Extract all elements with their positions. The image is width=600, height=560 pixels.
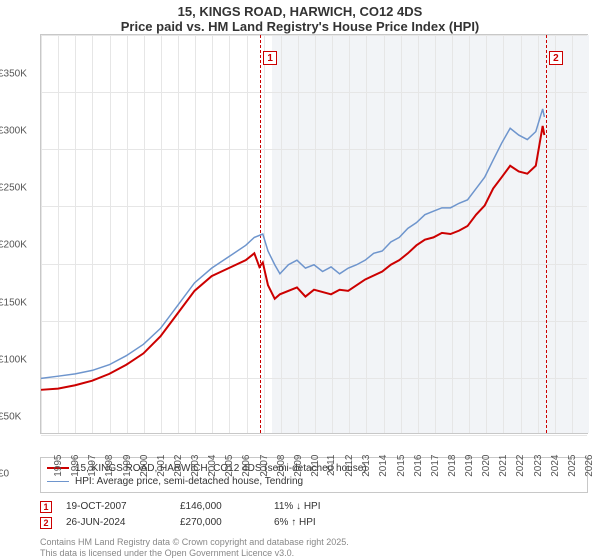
x-tick-label: 2014 [378, 455, 389, 477]
x-tick-label: 1998 [104, 455, 115, 477]
x-tick-label: 2008 [275, 455, 286, 477]
chart-footer: Contains HM Land Registry data © Crown c… [40, 537, 588, 560]
legend-label: 15, KINGS ROAD, HARWICH, CO12 4DS (semi-… [75, 463, 367, 474]
legend-swatch [47, 481, 69, 482]
x-tick-label: 2018 [447, 455, 458, 477]
x-tick-label: 2026 [584, 455, 595, 477]
event-row: 1 19-OCT-2007 £146,000 11% ↓ HPI [40, 499, 588, 515]
y-axis-labels: £0£50K£100K£150K£200K£250K£300K£350K [0, 74, 40, 474]
x-tick-label: 2010 [310, 455, 321, 477]
x-tick-label: 2013 [361, 455, 372, 477]
x-tick-label: 2004 [207, 455, 218, 477]
x-tick-label: 2019 [464, 455, 475, 477]
event-row: 2 26-JUN-2024 £270,000 6% ↑ HPI [40, 515, 588, 531]
event-date: 19-OCT-2007 [66, 501, 166, 512]
x-tick-label: 2016 [412, 455, 423, 477]
footer-line-2: This data is licensed under the Open Gov… [40, 548, 588, 560]
x-tick-label: 2002 [173, 455, 184, 477]
x-tick-label: 2007 [258, 455, 269, 477]
x-tick-label: 1996 [70, 455, 81, 477]
y-tick-label: £50K [0, 411, 38, 422]
events-table: 1 19-OCT-2007 £146,000 11% ↓ HPI 2 26-JUN-202… [40, 499, 588, 531]
series-hpi [41, 109, 544, 378]
y-tick-label: £0 [0, 469, 38, 480]
y-tick-label: £300K [0, 126, 38, 137]
x-tick-label: 2024 [549, 455, 560, 477]
x-tick-label: 1999 [121, 455, 132, 477]
x-tick-label: 2000 [138, 455, 149, 477]
legend-label: HPI: Average price, semi-detached house,… [75, 476, 303, 487]
x-tick-label: 1995 [53, 455, 64, 477]
footer-line-1: Contains HM Land Registry data © Crown c… [40, 537, 588, 549]
chart-lines [41, 35, 587, 433]
x-tick-label: 1997 [87, 455, 98, 477]
y-tick-label: £150K [0, 297, 38, 308]
x-tick-label: 2001 [156, 455, 167, 477]
x-tick-label: 2003 [190, 455, 201, 477]
y-tick-label: £200K [0, 240, 38, 251]
x-tick-label: 2020 [481, 455, 492, 477]
series-price_paid [41, 126, 544, 390]
chart-title: 15, KINGS ROAD, HARWICH, CO12 4DS Price … [0, 0, 600, 34]
event-id-box: 1 [40, 501, 52, 513]
x-tick-label: 2006 [241, 455, 252, 477]
x-tick-label: 2012 [344, 455, 355, 477]
y-tick-label: £100K [0, 354, 38, 365]
title-line-1: 15, KINGS ROAD, HARWICH, CO12 4DS [0, 4, 600, 19]
event-delta: 6% ↑ HPI [274, 517, 354, 528]
x-tick-label: 2011 [326, 455, 337, 477]
x-tick-label: 2015 [395, 455, 406, 477]
event-price: £146,000 [180, 501, 260, 512]
event-delta: 11% ↓ HPI [274, 501, 354, 512]
x-tick-label: 2005 [224, 455, 235, 477]
x-tick-label: 2017 [430, 455, 441, 477]
y-tick-label: £350K [0, 69, 38, 80]
x-axis-labels: 1995199619971998199920002001200220032004… [40, 434, 588, 453]
x-tick-label: 2009 [293, 455, 304, 477]
event-id-box: 2 [40, 517, 52, 529]
x-tick-label: 2022 [515, 455, 526, 477]
event-date: 26-JUN-2024 [66, 517, 166, 528]
x-tick-label: 2023 [532, 455, 543, 477]
y-tick-label: £250K [0, 183, 38, 194]
title-line-2: Price paid vs. HM Land Registry's House … [0, 19, 600, 34]
x-tick-label: 2021 [498, 455, 509, 477]
chart-plot-area: 12 [40, 34, 588, 434]
x-tick-label: 2025 [567, 455, 578, 477]
event-price: £270,000 [180, 517, 260, 528]
